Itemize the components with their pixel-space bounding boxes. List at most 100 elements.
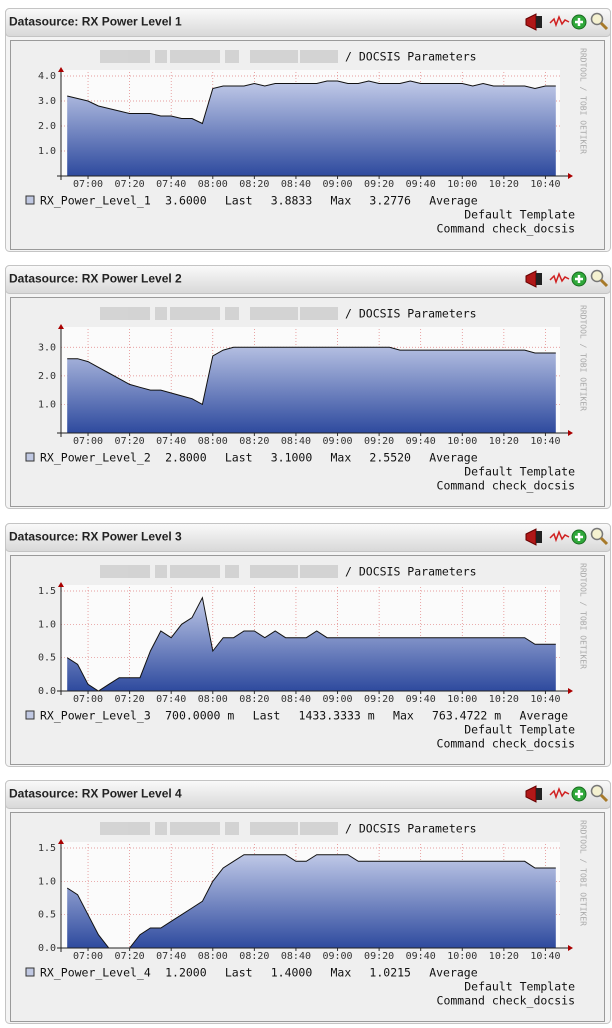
y-tick-label: 1.0 xyxy=(38,400,56,411)
legend-value: Max xyxy=(331,451,352,465)
x-tick-label: 09:00 xyxy=(322,694,352,705)
legend-value: Last xyxy=(253,708,281,722)
panel-header xyxy=(5,265,611,295)
graph-footer: Command check_docsis xyxy=(437,479,575,493)
redacted-hostname xyxy=(100,307,338,321)
x-tick-label: 07:20 xyxy=(115,951,145,962)
icon-add[interactable] xyxy=(571,529,587,545)
legend-value: 2.5520 xyxy=(369,451,411,465)
icon-add[interactable] xyxy=(571,786,587,802)
icon-zoom[interactable] xyxy=(590,12,609,31)
datasource-panel: Datasource: RX Power Level 3 / DOCSIS Par… xyxy=(5,522,611,767)
legend-value: 1.4000 xyxy=(271,965,313,979)
x-tick-label: 09:40 xyxy=(406,436,436,447)
legend-value: Max xyxy=(331,965,352,979)
legend-value: 1.2000 xyxy=(165,965,207,979)
graph-footer: Default Template xyxy=(464,465,575,479)
panel-svg: Datasource: RX Power Level 4 / DOCSIS Par… xyxy=(5,779,611,1024)
x-tick-label: 10:00 xyxy=(447,694,477,705)
x-tick-label: 07:40 xyxy=(156,951,186,962)
y-tick-label: 0.5 xyxy=(38,910,56,921)
x-tick-label: 08:00 xyxy=(198,951,228,962)
redacted-hostname xyxy=(100,564,338,578)
x-tick-label: 10:40 xyxy=(530,436,560,447)
x-tick-label: 07:20 xyxy=(115,179,145,190)
header-icons xyxy=(525,270,609,289)
y-tick-label: 0.0 xyxy=(38,686,56,697)
legend-value: 3.2776 xyxy=(369,194,411,208)
x-tick-label: 09:00 xyxy=(322,179,352,190)
legend-name: RX_Power_Level_3 xyxy=(40,708,151,722)
icon-megaphone[interactable] xyxy=(525,527,542,546)
icon-megaphone[interactable] xyxy=(525,13,542,31)
area xyxy=(67,347,556,434)
x-tick-label: 08:40 xyxy=(281,951,311,962)
header-icons xyxy=(525,527,609,546)
x-tick-label: 08:40 xyxy=(281,694,311,705)
y-tick-label: 3.0 xyxy=(38,96,56,107)
x-tick-label: 08:40 xyxy=(281,436,311,447)
x-tick-label: 10:20 xyxy=(489,694,519,705)
graph-footer: Command check_docsis xyxy=(437,736,575,750)
icon-graph[interactable] xyxy=(549,14,570,28)
graph-footer: Command check_docsis xyxy=(437,222,575,236)
x-tick-label: 08:00 xyxy=(198,694,228,705)
x-tick-label: 08:20 xyxy=(239,951,269,962)
legend-value: 1433.3333 m xyxy=(299,708,375,722)
x-tick-label: 08:40 xyxy=(281,179,311,190)
area xyxy=(67,597,556,691)
line xyxy=(67,80,556,125)
graph-title: / DOCSIS Parameters xyxy=(345,821,477,835)
legend-value: 3.8833 xyxy=(271,194,313,208)
x-tick-label: 08:00 xyxy=(198,179,228,190)
line xyxy=(67,347,556,406)
rrd-graph: / DOCSIS Parameters RRDTOOL / TOBI OETIKE… xyxy=(10,554,605,765)
icon-add[interactable] xyxy=(571,14,587,30)
panel-header xyxy=(5,8,611,37)
x-tick-label: 09:20 xyxy=(364,179,394,190)
x-tick-label: 07:00 xyxy=(73,951,103,962)
x-tick-label: 08:00 xyxy=(198,436,228,447)
area xyxy=(67,81,556,176)
x-tick-label: 08:20 xyxy=(239,436,269,447)
line xyxy=(66,595,556,692)
legend-swatch xyxy=(25,710,35,720)
y-tick-label: 1.0 xyxy=(38,619,56,630)
legend-value: Last xyxy=(225,965,253,979)
x-tick-label: 07:40 xyxy=(156,694,186,705)
datasource-panel: Datasource: RX Power Level 1 / DOCSIS Par… xyxy=(5,8,611,252)
icon-megaphone[interactable] xyxy=(525,270,542,289)
y-tick-label: 2.0 xyxy=(38,121,56,132)
page: Datasource: RX Power Level 1 / DOCSIS Par… xyxy=(5,8,611,1024)
icon-add[interactable] xyxy=(571,271,587,287)
x-tick-label: 09:40 xyxy=(406,694,436,705)
legend-value: Last xyxy=(225,194,253,208)
icon-megaphone[interactable] xyxy=(525,785,542,803)
x-tick-label: 08:20 xyxy=(239,179,269,190)
legend-value: Average xyxy=(429,194,478,208)
x-tick-label: 10:40 xyxy=(530,694,560,705)
y-axis-arrow xyxy=(58,838,64,844)
panel-svg: Datasource: RX Power Level 1 / DOCSIS Par… xyxy=(5,8,611,252)
panel-header xyxy=(5,522,611,552)
panel-svg: Datasource: RX Power Level 3 / DOCSIS Par… xyxy=(5,522,611,767)
x-tick-label: 07:40 xyxy=(156,436,186,447)
legend-value: Average xyxy=(520,708,569,722)
graph-title: / DOCSIS Parameters xyxy=(345,50,477,64)
panel-title: Datasource: RX Power Level 1 xyxy=(9,15,182,29)
icon-graph[interactable] xyxy=(549,529,570,542)
legend-value: 1.0215 xyxy=(369,965,411,979)
icon-zoom[interactable] xyxy=(590,527,609,545)
legend-swatch xyxy=(25,195,35,205)
x-tick-label: 07:40 xyxy=(156,179,186,190)
y-tick-label: 1.5 xyxy=(38,586,56,597)
icon-graph[interactable] xyxy=(549,272,570,285)
icon-zoom[interactable] xyxy=(590,784,609,802)
x-tick-label: 09:40 xyxy=(406,179,436,190)
legend-value: 2.8000 xyxy=(165,451,207,465)
icon-zoom[interactable] xyxy=(590,270,609,288)
y-tick-label: 1.0 xyxy=(38,876,56,887)
icon-graph[interactable] xyxy=(549,786,570,800)
area xyxy=(67,854,556,948)
panel-title: Datasource: RX Power Level 2 xyxy=(9,272,182,286)
